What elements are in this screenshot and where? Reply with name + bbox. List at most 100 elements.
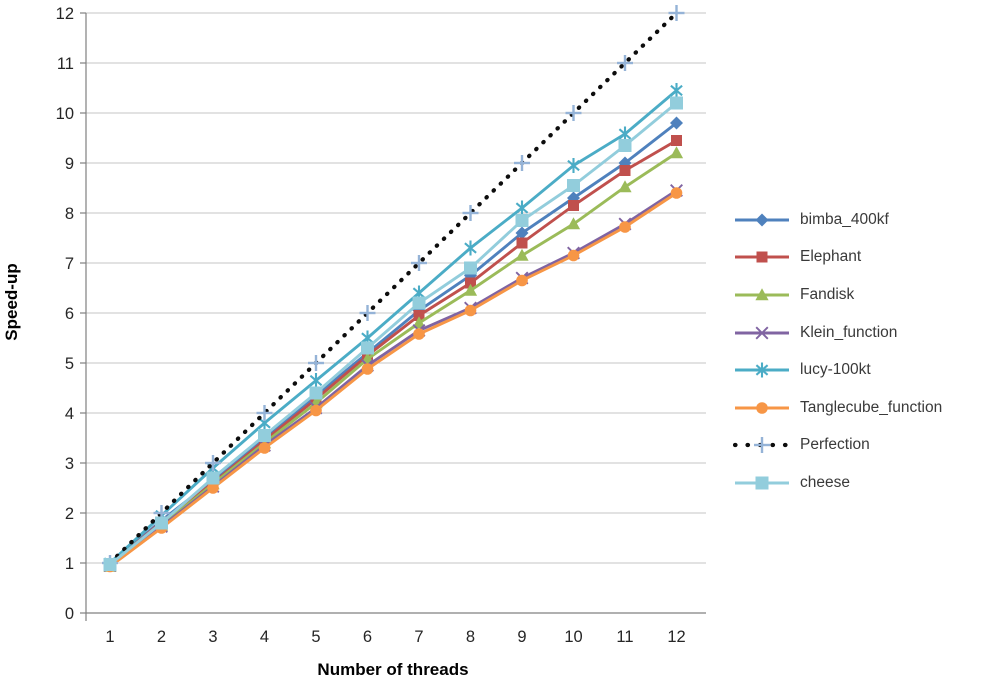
legend: bimba_400kf Elephant Fandisk Klein_function… <box>733 201 942 502</box>
legend-marker-asterisk-icon <box>735 362 789 378</box>
x-axis-title: Number of threads <box>317 660 469 679</box>
y-tick-label: 7 <box>65 255 74 273</box>
data-point-marker <box>515 248 529 261</box>
data-point-marker <box>258 429 271 442</box>
series-line <box>109 101 678 566</box>
series-line <box>109 151 678 568</box>
data-point-marker <box>566 217 581 230</box>
data-point-marker <box>309 374 323 387</box>
data-point-marker <box>618 180 632 193</box>
data-point-marker <box>669 146 684 159</box>
x-tick-label: 2 <box>157 628 166 646</box>
legend-label: Klein_function <box>800 323 898 341</box>
data-point-marker <box>464 304 477 317</box>
y-tick-label: 6 <box>65 305 74 323</box>
x-tick-label: 7 <box>414 628 423 646</box>
data-point-marker <box>515 202 529 214</box>
y-axis-title: Speed-up <box>2 263 21 341</box>
data-point-marker <box>619 221 631 233</box>
legend-item-cheese: cheese <box>733 464 942 502</box>
data-point-marker <box>515 214 529 227</box>
y-tick-label: 12 <box>56 5 74 23</box>
data-point-marker <box>155 516 168 530</box>
x-tick-label: 12 <box>667 628 685 646</box>
x-tick-label: 11 <box>616 628 633 646</box>
data-point-marker <box>361 332 374 344</box>
x-tick-label: 8 <box>466 628 475 646</box>
data-point-marker <box>755 476 769 490</box>
data-point-marker <box>361 341 374 355</box>
y-tick-label: 5 <box>65 355 74 373</box>
data-point-marker <box>755 326 769 340</box>
data-point-marker <box>618 128 632 140</box>
data-point-marker <box>670 84 683 97</box>
data-point-marker <box>755 213 769 227</box>
data-point-marker <box>103 558 117 571</box>
legend-item-bimba_400kf: bimba_400kf <box>733 201 942 239</box>
data-point-marker <box>619 165 631 176</box>
legend-marker-square-large-icon <box>735 476 789 490</box>
data-point-marker <box>207 482 219 494</box>
data-point-marker <box>755 364 769 376</box>
data-point-marker <box>258 442 271 454</box>
data-point-marker <box>516 237 528 249</box>
y-tick-label: 2 <box>65 505 74 523</box>
data-point-marker <box>567 249 580 262</box>
data-point-marker <box>567 159 580 172</box>
data-point-marker <box>412 316 426 329</box>
legend-label: bimba_400kf <box>800 210 889 228</box>
data-point-marker <box>258 417 271 429</box>
legend-item-Tanglecube_function: Tanglecube_function <box>733 389 942 427</box>
x-tick-label: 4 <box>260 628 269 646</box>
series-Perfection <box>102 5 685 571</box>
x-tick-label: 9 <box>517 628 526 646</box>
legend-item-Elephant: Elephant <box>733 239 942 277</box>
data-point-marker <box>568 200 579 211</box>
legend-label: Tanglecube_function <box>800 398 943 416</box>
legend-marker-triangle-icon <box>735 288 789 301</box>
y-tick-label: 11 <box>57 55 74 73</box>
data-point-marker <box>412 296 426 310</box>
y-tick-label: 1 <box>65 555 74 573</box>
data-point-marker <box>412 287 426 299</box>
legend-label: Elephant <box>800 248 862 266</box>
legend-item-Fandisk: Fandisk <box>733 276 942 314</box>
legend-label: cheese <box>800 473 850 491</box>
legend-item-Perfection: Perfection <box>733 427 942 465</box>
legend-marker-square-icon <box>735 251 789 263</box>
x-tick-label: 6 <box>363 628 372 646</box>
x-tick-label: 5 <box>311 628 320 646</box>
y-tick-label: 9 <box>65 155 74 173</box>
data-point-marker <box>361 363 374 375</box>
series-line <box>109 89 678 565</box>
y-tick-label: 0 <box>65 605 74 623</box>
data-point-marker <box>465 277 476 289</box>
data-point-marker <box>755 288 769 301</box>
legend-item-lucy-100kt: lucy-100kt <box>733 351 942 389</box>
series-cheese <box>103 96 683 571</box>
data-point-marker <box>756 251 768 263</box>
data-point-marker <box>206 471 220 485</box>
data-point-marker <box>671 135 682 146</box>
data-point-marker <box>310 404 322 417</box>
series-line <box>109 191 678 568</box>
legend-marker-plus-icon <box>733 437 791 454</box>
data-point-marker <box>567 179 580 192</box>
data-point-marker <box>516 274 528 287</box>
data-point-marker <box>413 310 425 321</box>
y-tick-label: 4 <box>65 405 74 423</box>
data-point-marker <box>670 187 683 199</box>
series-line <box>107 10 679 566</box>
data-point-marker <box>670 96 683 110</box>
x-tick-label: 1 <box>105 628 114 646</box>
data-point-marker <box>309 386 323 400</box>
legend-marker-diamond-icon <box>735 213 789 227</box>
data-point-marker <box>463 283 478 296</box>
legend-marker-circle-icon <box>735 401 789 414</box>
series-lucy-100kt <box>103 83 683 571</box>
data-point-marker <box>413 328 425 340</box>
legend-label: Fandisk <box>800 285 855 303</box>
data-point-marker <box>756 401 768 414</box>
